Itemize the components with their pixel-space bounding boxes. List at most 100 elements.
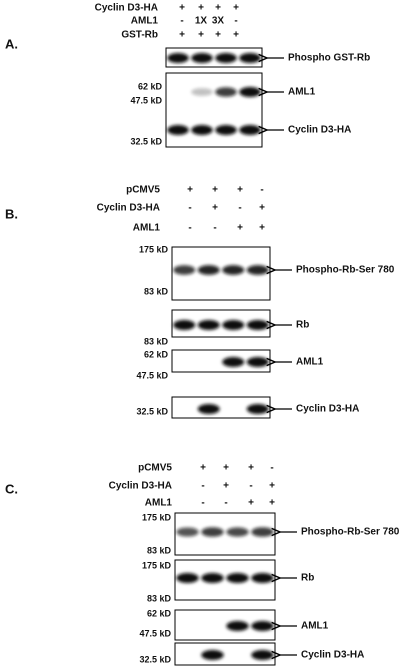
condition-mark: + (187, 185, 193, 196)
condition-mark: + (237, 223, 243, 234)
condition-label: AML1 (133, 223, 161, 234)
band (226, 573, 249, 583)
panel-label: B. (5, 206, 18, 221)
band (246, 320, 269, 330)
size-marker: 47.5 kD (136, 370, 168, 380)
condition-mark: - (224, 498, 227, 509)
band (222, 265, 245, 275)
band (197, 265, 220, 275)
size-marker: 32.5 kD (139, 654, 171, 664)
band (222, 357, 245, 367)
condition-mark: + (233, 3, 239, 14)
target-label: AML1 (288, 87, 316, 98)
condition-label: Cyclin D3-HA (95, 3, 158, 14)
band (222, 320, 245, 330)
size-marker: 32.5 kD (136, 406, 168, 416)
size-marker: 47.5 kD (139, 628, 171, 638)
condition-label: AML1 (131, 16, 159, 27)
condition-label: AML1 (145, 498, 173, 509)
band (191, 53, 213, 63)
size-marker: 62 kD (138, 81, 163, 91)
condition-mark: 3X (212, 16, 225, 27)
size-marker: 32.5 kD (130, 136, 162, 146)
band (246, 265, 269, 275)
condition-mark: + (269, 481, 275, 492)
condition-label: Cyclin D3-HA (109, 481, 172, 492)
band (215, 53, 237, 63)
condition-mark: + (248, 498, 254, 509)
band (246, 357, 269, 367)
size-marker: 62 kD (147, 608, 172, 618)
target-label: Cyclin D3-HA (296, 404, 359, 415)
condition-mark: + (215, 3, 221, 14)
target-label: Rb (296, 320, 309, 331)
target-label: Phospho-Rb-Ser 780 (301, 527, 400, 538)
size-marker: 175 kD (139, 244, 169, 254)
condition-mark: - (249, 481, 252, 492)
panel-label: C. (5, 481, 18, 496)
size-marker: 83 kD (144, 336, 169, 346)
condition-label: GST-Rb (121, 30, 158, 41)
condition-mark: + (200, 463, 206, 474)
size-marker: 47.5 kD (130, 95, 162, 105)
target-label: Cyclin D3-HA (301, 650, 364, 661)
condition-mark: - (188, 223, 191, 234)
condition-mark: + (212, 203, 218, 214)
condition-mark: - (201, 498, 204, 509)
band (246, 404, 269, 414)
condition-mark: - (234, 16, 237, 27)
condition-mark: - (180, 16, 183, 27)
band (215, 87, 237, 97)
band (191, 88, 213, 96)
band (201, 527, 224, 537)
condition-mark: + (223, 463, 229, 474)
band (239, 87, 261, 97)
condition-mark: + (223, 481, 229, 492)
band (201, 573, 224, 583)
band (197, 320, 220, 330)
target-label: Rb (301, 573, 314, 584)
band (173, 265, 196, 275)
condition-mark: + (179, 3, 185, 14)
condition-label: pCMV5 (126, 185, 160, 196)
band (197, 404, 220, 414)
condition-mark: + (198, 30, 204, 41)
band (176, 573, 199, 583)
size-marker: 83 kD (144, 286, 169, 296)
band (239, 53, 261, 63)
condition-label: pCMV5 (138, 463, 172, 474)
condition-mark: + (259, 203, 265, 214)
band (251, 527, 274, 537)
condition-mark: - (270, 463, 273, 474)
band (226, 527, 249, 537)
band (251, 650, 274, 660)
condition-mark: + (198, 3, 204, 14)
condition-mark: + (248, 463, 254, 474)
size-marker: 83 kD (147, 545, 172, 555)
condition-mark: 1X (195, 16, 208, 27)
condition-mark: - (238, 203, 241, 214)
band (173, 320, 196, 330)
condition-mark: + (215, 30, 221, 41)
band (239, 125, 261, 135)
band (176, 527, 199, 537)
target-label: Phospho GST-Rb (288, 53, 370, 64)
size-marker: 175 kD (142, 512, 172, 522)
band (191, 125, 213, 135)
band (215, 125, 237, 135)
condition-mark: + (237, 185, 243, 196)
condition-mark: + (212, 185, 218, 196)
condition-mark: - (188, 203, 191, 214)
panel-label: A. (5, 36, 18, 51)
blot-frame (165, 72, 263, 148)
size-marker: 175 kD (142, 560, 172, 570)
target-label: Cyclin D3-HA (288, 125, 351, 136)
condition-label: Cyclin D3-HA (97, 203, 160, 214)
condition-mark: - (260, 185, 263, 196)
target-label: AML1 (296, 357, 324, 368)
size-marker: 83 kD (147, 593, 172, 603)
condition-mark: - (213, 223, 216, 234)
condition-mark: + (179, 30, 185, 41)
band (251, 573, 274, 583)
